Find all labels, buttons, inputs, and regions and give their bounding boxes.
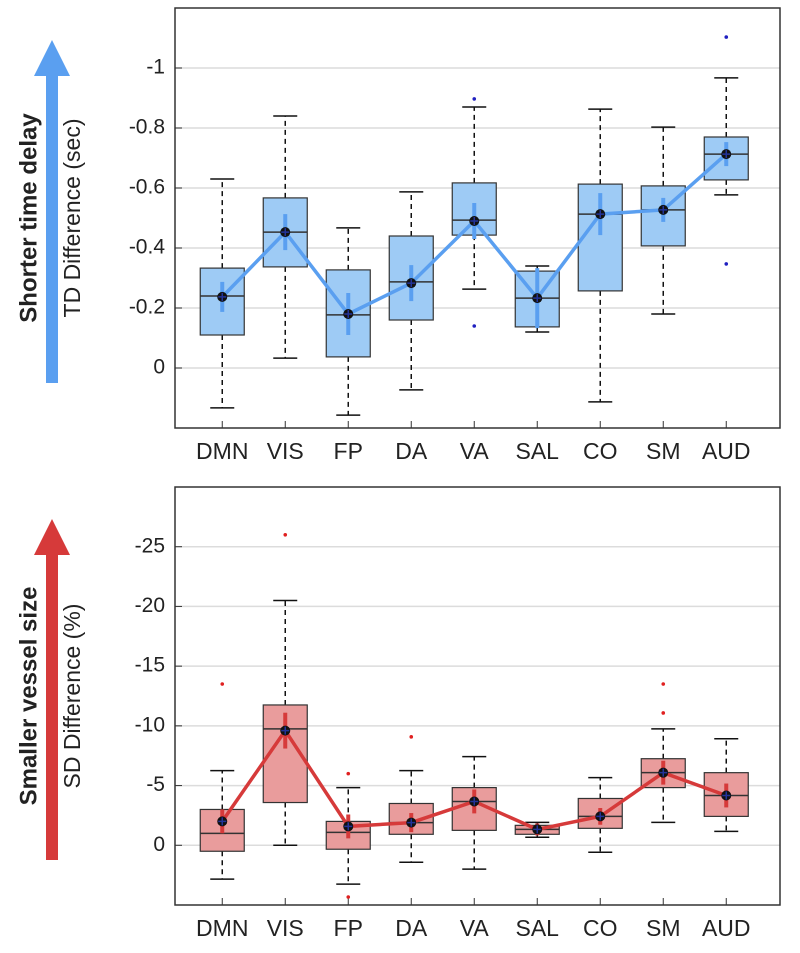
outlier (661, 682, 666, 686)
x-tick-label: AUD (702, 915, 751, 941)
y-tick-label: -1 (146, 56, 165, 79)
mean-cross (596, 210, 605, 219)
y-tick-label: -15 (135, 654, 165, 677)
x-tick-label: VIS (267, 915, 304, 941)
side-label: Smaller vessel size (15, 587, 42, 806)
y-tick-label: -0.6 (129, 176, 165, 199)
outlier (661, 711, 666, 715)
mean-cross (470, 217, 479, 225)
mean-cross (722, 791, 731, 800)
x-tick-label: SM (646, 438, 681, 464)
mean-cross (218, 817, 227, 826)
mean-cross (281, 726, 290, 735)
x-tick-label: AUD (702, 438, 751, 464)
outlier (346, 771, 351, 776)
x-tick-label: VIS (267, 438, 304, 464)
mean-cross (344, 822, 353, 831)
y-axis-label: TD Difference (sec) (59, 119, 85, 318)
x-tick-label: DMN (196, 915, 248, 941)
outlier (472, 324, 477, 328)
y-tick-label: -25 (135, 534, 165, 557)
y-tick-label: -0.8 (129, 116, 165, 139)
y-tick-label: -0.2 (129, 296, 165, 319)
x-tick-label: FP (334, 915, 363, 941)
x-tick-label: SAL (516, 438, 560, 464)
x-tick-label: DA (395, 915, 428, 941)
y-tick-label: -5 (146, 773, 165, 796)
mean-cross (344, 310, 353, 318)
x-tick-label: SAL (516, 915, 560, 941)
outlier (472, 97, 477, 101)
mean-cross (533, 825, 542, 834)
mean-cross (281, 228, 290, 237)
mean-cross (722, 150, 731, 159)
y-tick-label: -0.4 (129, 236, 166, 259)
x-tick-label: VA (460, 438, 490, 464)
axes-frame (174, 7, 781, 429)
y-tick-label: -10 (135, 713, 165, 736)
mean-cross (407, 818, 416, 827)
mean-cross (659, 768, 668, 777)
x-tick-label: DA (395, 438, 428, 464)
axes-frame (174, 486, 781, 906)
x-tick-label: CO (583, 915, 618, 941)
y-axis-label: SD Difference (%) (59, 604, 85, 789)
mean-cross (533, 294, 542, 303)
outlier (724, 262, 729, 266)
outlier (346, 895, 351, 899)
mean-cross (470, 797, 479, 806)
outlier (409, 735, 414, 739)
x-tick-label: VA (460, 915, 490, 941)
x-tick-label: DMN (196, 438, 248, 464)
mean-cross (218, 292, 227, 301)
mean-cross (659, 205, 668, 214)
x-tick-label: FP (334, 438, 363, 464)
y-tick-label: 0 (153, 833, 165, 856)
box (388, 235, 434, 321)
mean-cross (407, 279, 416, 288)
side-label: Shorter time delay (15, 113, 42, 323)
y-tick-label: -20 (135, 594, 165, 617)
y-tick-label: 0 (153, 356, 165, 379)
outlier (220, 682, 225, 686)
outlier (724, 35, 729, 39)
x-tick-label: CO (583, 438, 618, 464)
outlier (283, 532, 288, 537)
mean-cross (596, 812, 605, 821)
x-tick-label: SM (646, 915, 681, 941)
